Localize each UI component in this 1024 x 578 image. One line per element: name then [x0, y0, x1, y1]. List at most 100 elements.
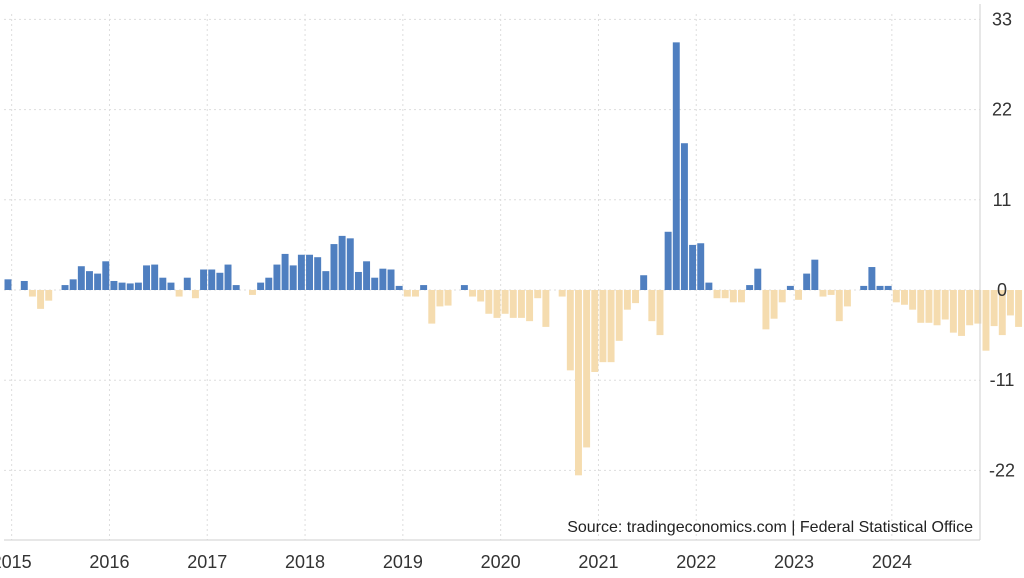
- bar: [949, 290, 957, 333]
- bar: [289, 265, 297, 290]
- bar: [672, 42, 680, 290]
- y-tick-label: 0: [997, 280, 1007, 300]
- bar: [322, 271, 330, 290]
- bar: [542, 290, 550, 327]
- bar: [61, 285, 69, 290]
- bar: [786, 285, 794, 290]
- source-label: Source: tradingeconomics.com | Federal S…: [567, 519, 973, 536]
- bar: [428, 290, 436, 324]
- bar: [892, 290, 900, 303]
- bar: [738, 290, 745, 303]
- bar: [297, 254, 305, 290]
- bar: [314, 257, 322, 290]
- bar: [469, 290, 476, 297]
- bar: [575, 290, 582, 476]
- y-tick-label: 33: [992, 9, 1012, 29]
- bar: [102, 261, 110, 290]
- bar: [933, 290, 941, 326]
- bar: [420, 285, 428, 290]
- x-tick-label: 2016: [89, 552, 129, 572]
- bar: [20, 280, 28, 290]
- bar: [941, 290, 949, 320]
- bar: [37, 290, 45, 309]
- bar: [412, 290, 419, 297]
- y-tick-label: 22: [992, 100, 1012, 120]
- bar: [754, 268, 762, 290]
- bar: [819, 290, 827, 297]
- bar: [868, 267, 876, 290]
- grid-layer: [4, 14, 980, 540]
- bar: [811, 259, 819, 290]
- bar: [224, 264, 232, 290]
- bar: [485, 290, 493, 314]
- bar: [143, 265, 150, 290]
- bar: [795, 290, 802, 300]
- bar: [126, 283, 134, 290]
- bar: [909, 290, 917, 310]
- bar: [517, 290, 525, 318]
- bar: [28, 290, 36, 297]
- bar: [208, 269, 216, 290]
- bar: [998, 290, 1006, 336]
- y-tick-label: 11: [993, 190, 1012, 210]
- bar: [477, 290, 485, 302]
- bar: [583, 290, 591, 448]
- bar: [876, 285, 884, 290]
- bar: [509, 290, 517, 318]
- bar: [265, 277, 273, 290]
- x-tick-label: 2024: [872, 552, 912, 572]
- bar: [1006, 290, 1014, 316]
- bar: [803, 273, 811, 290]
- bar: [216, 272, 224, 290]
- bar: [591, 290, 599, 372]
- bar: [45, 290, 53, 301]
- bar: [501, 290, 509, 314]
- x-tick-label: 2022: [676, 552, 716, 572]
- bar: [534, 290, 542, 299]
- bar: [664, 231, 672, 290]
- bar: [371, 277, 379, 290]
- bar: [191, 290, 199, 299]
- bar: [958, 290, 965, 336]
- x-tick-label: 2021: [578, 552, 618, 572]
- bar: [648, 290, 656, 322]
- bar: [623, 290, 631, 310]
- bar: [729, 290, 737, 303]
- bar: [273, 264, 281, 290]
- bar: [110, 280, 118, 290]
- axis-layer: [4, 4, 981, 541]
- bar: [705, 282, 713, 290]
- bar: [249, 290, 256, 295]
- bar: [778, 290, 786, 303]
- bar: [232, 285, 240, 290]
- bar: [134, 282, 142, 290]
- bar: [4, 279, 12, 290]
- bar: [721, 290, 729, 299]
- bar: [1015, 290, 1023, 327]
- bar: [615, 290, 623, 341]
- bar: [493, 290, 501, 318]
- bar: [183, 277, 191, 290]
- bar: [94, 273, 102, 290]
- bar: [395, 285, 403, 290]
- bar: [436, 290, 444, 307]
- bar: [281, 253, 289, 290]
- bar: [460, 285, 468, 290]
- bar: [860, 285, 868, 290]
- bar: [77, 266, 85, 290]
- bar: [86, 271, 93, 290]
- bar: [746, 285, 754, 290]
- bar: [925, 290, 933, 323]
- bar: [843, 290, 851, 307]
- bar: [680, 143, 688, 290]
- y-tick-label: -22: [989, 460, 1015, 480]
- bar: [159, 277, 167, 290]
- bar: [69, 279, 77, 290]
- bar: [346, 238, 354, 290]
- bar: [379, 268, 387, 290]
- bar: [901, 290, 908, 305]
- bar: [770, 290, 778, 319]
